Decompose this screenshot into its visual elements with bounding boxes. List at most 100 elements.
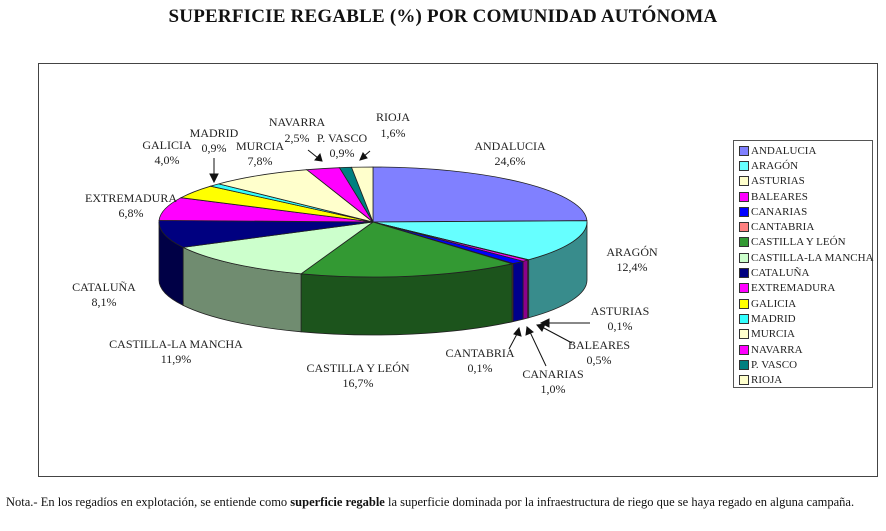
legend-swatch-icon	[739, 313, 749, 324]
leader-arrows	[209, 149, 590, 367]
value-cataluna: 8,1%	[92, 295, 117, 309]
legend-swatch-icon	[739, 344, 749, 355]
legend-label: ANDALUCIA	[751, 144, 817, 157]
legend-item: GALICIA	[739, 296, 872, 311]
legend-label: RIOJA	[751, 374, 783, 387]
label-asturias: ASTURIAS	[591, 304, 650, 318]
legend-swatch-icon	[739, 252, 749, 263]
legend-item: CASTILLA-LA MANCHA	[739, 250, 874, 265]
navarra-arrowhead-icon	[314, 152, 323, 162]
pie-slice	[350, 166, 374, 223]
legend-label: CASTILLA-LA MANCHA	[751, 251, 874, 264]
pie-slice	[181, 221, 374, 275]
legend-label: GALICIA	[751, 297, 797, 310]
legend-swatch-icon	[739, 283, 749, 294]
note-prefix: Nota.- En los regadíos en explotación, s…	[6, 495, 291, 509]
legend-swatch-icon	[739, 375, 749, 386]
pie-slice	[372, 220, 588, 261]
navarra-arrow-icon	[307, 149, 319, 159]
value-pvasco: 0,9%	[330, 146, 355, 160]
legend-label: P. VASCO	[751, 358, 798, 371]
value-castilla-leon: 16,7%	[343, 376, 374, 390]
cantabria-arrowhead-icon	[513, 326, 522, 337]
legend-label: CANARIAS	[751, 205, 808, 218]
legend-item: EXTREMADURA	[739, 281, 872, 296]
legend-swatch-icon	[739, 206, 749, 217]
value-murcia: 7,8%	[248, 154, 273, 168]
legend-item: BALEARES	[739, 189, 872, 204]
label-andalucia: ANDALUCIA	[474, 139, 546, 153]
legend-swatch-icon	[739, 359, 749, 370]
note-suffix: la superficie dominada por la infraestru…	[384, 495, 855, 509]
value-navarra: 2,5%	[285, 131, 310, 145]
pie-slice	[372, 166, 588, 223]
legend-item: RIOJA	[739, 372, 872, 387]
legend-swatch-icon	[739, 191, 749, 202]
pie-side-slice	[522, 259, 529, 320]
value-baleares: 0,5%	[587, 353, 612, 367]
value-madrid: 0,9%	[202, 141, 227, 155]
value-extremadura: 6,8%	[119, 206, 144, 220]
legend-swatch-icon	[739, 160, 749, 171]
pie-slice	[158, 219, 374, 248]
baleares-arrowhead-icon	[536, 323, 546, 332]
value-rioja: 1,6%	[381, 126, 406, 140]
legend-item: CASTILLA Y LEÓN	[739, 235, 872, 250]
legend-swatch-icon	[739, 176, 749, 187]
legend-label: CANTABRIA	[751, 221, 815, 234]
label-murcia: MURCIA	[236, 139, 284, 153]
legend-label: MADRID	[751, 312, 796, 325]
legend-swatch-icon	[739, 268, 749, 279]
value-andalucia: 24,6%	[495, 154, 526, 168]
legend-label: EXTREMADURA	[751, 282, 836, 295]
legend-label: CATALUÑA	[751, 267, 810, 280]
cantabria-arrow-icon	[508, 333, 518, 350]
legend-label: ASTURIAS	[751, 175, 805, 188]
pie-tops	[158, 166, 588, 278]
legend-swatch-icon	[739, 237, 749, 248]
legend-item: NAVARRA	[739, 342, 872, 357]
legend-item: P. VASCO	[739, 357, 872, 372]
legend-item: ARAGÓN	[739, 158, 872, 173]
chart-title: SUPERFICIE REGABLE (%) POR COMUNIDAD AUT…	[168, 6, 718, 27]
label-rioja: RIOJA	[376, 110, 410, 124]
label-aragon: ARAGÓN	[606, 245, 658, 259]
pie-slice	[218, 169, 374, 223]
legend-label: BALEARES	[751, 190, 808, 203]
label-extremadura: EXTREMADURA	[85, 191, 177, 205]
label-cataluna: CATALUÑA	[72, 280, 136, 294]
chart-frame	[38, 63, 878, 477]
slice-labels: ANDALUCIA 24,6% ARAGÓN 12,4% ASTURIAS 0,…	[72, 110, 658, 396]
legend: ANDALUCIA ARAGÓN ASTURIAS BALEARES CANARIAS C…	[733, 140, 874, 388]
legend-item: MURCIA	[739, 327, 872, 342]
madrid-arrowhead-icon	[209, 173, 219, 184]
note-bold-term: superficie regable	[290, 495, 385, 509]
legend-label: ARAGÓN	[751, 159, 799, 172]
legend-label: MURCIA	[751, 328, 796, 341]
value-galicia: 4,0%	[155, 153, 180, 167]
footnote: Nota.- En los regadíos en explotación, s…	[6, 495, 876, 510]
legend-item: ANDALUCIA	[739, 143, 872, 158]
pvasco-arrowhead-icon	[359, 152, 368, 161]
legend-swatch-icon	[739, 222, 749, 233]
label-galicia: GALICIA	[142, 138, 192, 152]
legend-item: CANARIAS	[739, 204, 872, 219]
legend-item: CATALUÑA	[739, 265, 872, 280]
pie-side-slice	[512, 260, 524, 323]
label-castilla-mancha: CASTILLA-LA MANCHA	[109, 337, 243, 351]
value-castilla-mancha: 11,9%	[161, 352, 192, 366]
pie-slice	[299, 221, 514, 278]
legend-label: NAVARRA	[751, 343, 803, 356]
legend-swatch-icon	[739, 145, 749, 156]
legend-swatch-icon	[739, 298, 749, 309]
legend-swatch-icon	[739, 329, 749, 340]
value-cantabria: 0,1%	[468, 361, 493, 375]
label-castilla-leon: CASTILLA Y LEÓN	[306, 361, 409, 375]
legend-label: CASTILLA Y LEÓN	[751, 236, 846, 249]
value-canarias: 1,0%	[541, 382, 566, 396]
label-madrid: MADRID	[190, 126, 239, 140]
value-aragon: 12,4%	[617, 260, 648, 274]
label-cantabria: CANTABRIA	[445, 346, 514, 360]
legend-item: CANTABRIA	[739, 219, 872, 234]
